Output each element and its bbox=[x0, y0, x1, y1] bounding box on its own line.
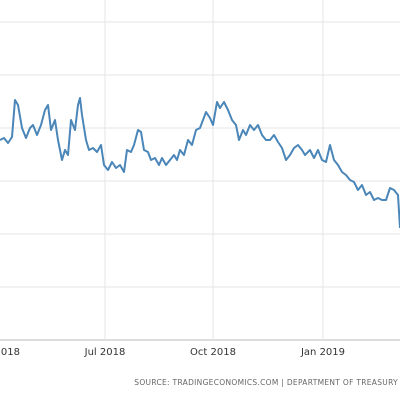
x-tick-label: Jul 2018 bbox=[84, 347, 126, 358]
data-line bbox=[0, 97, 400, 229]
x-tick-label: Jan 2019 bbox=[300, 347, 345, 358]
x-tick-label: Oct 2018 bbox=[190, 347, 236, 358]
x-tick-label: Apr 2018 bbox=[0, 347, 20, 358]
source-note: SOURCE: TRADINGECONOMICS.COM | DEPARTMEN… bbox=[134, 378, 398, 387]
